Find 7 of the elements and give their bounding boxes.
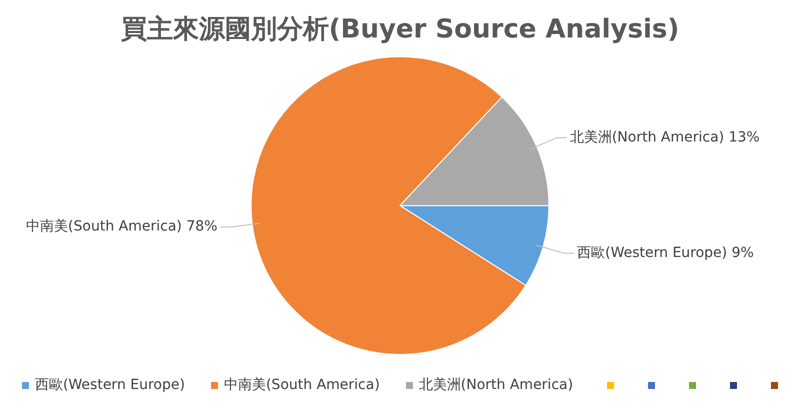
category-label: 北美洲(North America) 13% [570, 129, 760, 146]
category-label: 中南美(South America) 78% [26, 218, 218, 235]
legend-label: 西歐(Western Europe) [34, 376, 185, 394]
legend-label: 中南美(South America) [224, 376, 380, 394]
legend-label: 北美洲(North America) [418, 376, 574, 394]
chart-title: 買主來源國別分析(Buyer Source Analysis) [120, 14, 680, 44]
category-label: 西歐(Western Europe) 9% [577, 244, 754, 261]
